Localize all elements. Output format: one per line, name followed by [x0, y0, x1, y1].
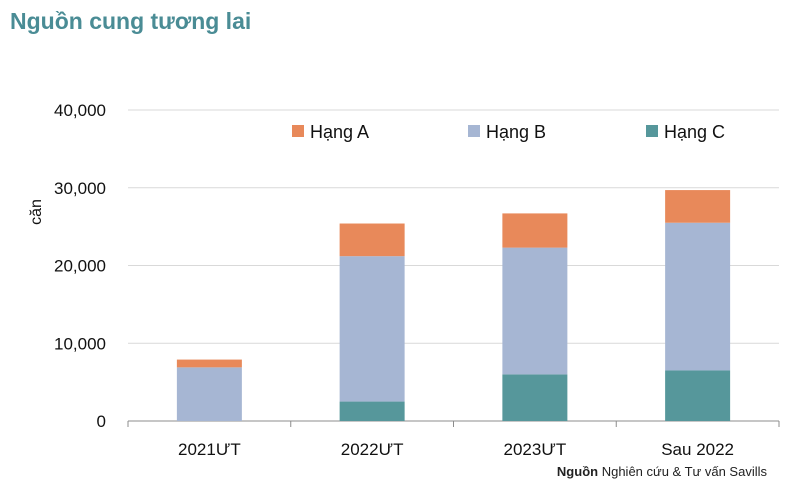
bar-segment	[339, 256, 405, 402]
x-tick-label: Sau 2022	[661, 440, 734, 459]
bar-segment	[665, 190, 731, 223]
legend-label: Hạng A	[310, 122, 369, 142]
bar-segment	[502, 247, 568, 375]
x-tick-label: 2021ƯT	[178, 440, 241, 459]
bar-segment	[176, 367, 242, 421]
y-tick-label: 0	[97, 412, 106, 431]
bar-segment	[665, 370, 731, 421]
bar-segment	[339, 223, 405, 257]
chart-title: Nguồn cung tương lai	[10, 8, 252, 34]
x-tick-label: 2023ƯT	[504, 440, 567, 459]
y-axis-label: căn	[28, 199, 45, 225]
bar-segment	[665, 222, 731, 371]
x-tick-label: 2022ƯT	[341, 440, 404, 459]
y-tick-label: 10,000	[54, 334, 106, 353]
source-text: Nghiên cứu & Tư vấn Savills	[601, 464, 767, 479]
bar-segment	[176, 359, 242, 368]
legend-swatch	[292, 125, 304, 137]
legend-label: Hạng B	[486, 122, 546, 142]
legend-swatch	[468, 125, 480, 137]
bar-segment	[339, 401, 405, 421]
legend-swatch	[646, 125, 658, 137]
y-tick-label: 30,000	[54, 179, 106, 198]
source-note: Nguồn Nghiên cứu & Tư vấn Savills	[557, 464, 767, 479]
y-tick-label: 40,000	[54, 101, 106, 120]
y-tick-label: 20,000	[54, 257, 106, 276]
bar-segment	[502, 213, 568, 248]
bar-segment	[502, 374, 568, 421]
source-label: Nguồn	[556, 464, 599, 479]
legend-label: Hạng C	[664, 122, 725, 142]
